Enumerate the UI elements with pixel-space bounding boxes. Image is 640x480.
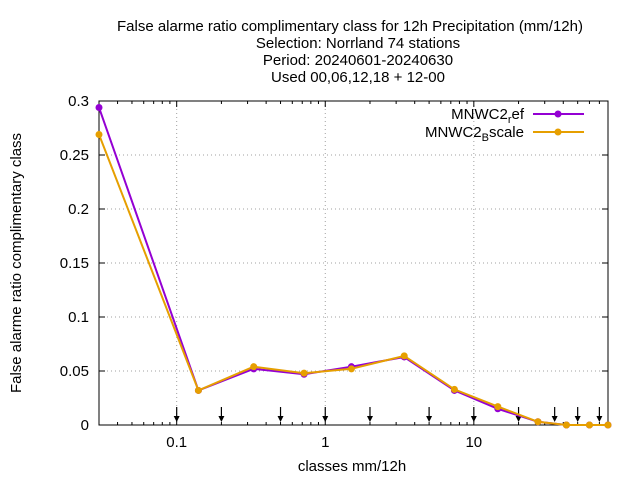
y-tick-label: 0.2	[68, 201, 89, 218]
x-tick-label: 1	[321, 434, 329, 451]
y-tick-label: 0.15	[60, 255, 89, 272]
class-marker-arrowhead	[470, 416, 477, 422]
class-marker-arrowhead	[551, 416, 558, 422]
y-tick-label: 0.25	[60, 147, 89, 164]
y-tick-label: 0	[81, 417, 89, 434]
class-marker-arrowhead	[596, 416, 603, 422]
class-markers	[173, 407, 603, 422]
y-axis-label: False alarme ratio complimentary class	[8, 133, 25, 393]
x-tick-label: 0.1	[166, 434, 187, 451]
y-tick-label: 0.1	[68, 309, 89, 326]
chart-title: False alarme ratio complimentary class f…	[117, 18, 583, 86]
class-marker-arrowhead	[515, 416, 522, 422]
legend-label-2: MNWC2Bscale	[425, 124, 524, 144]
x-axis-label: classes mm/12h	[298, 458, 406, 475]
series-2-point	[534, 418, 542, 426]
class-marker-arrowhead	[218, 416, 225, 422]
x-tick-label: 10	[465, 434, 482, 451]
y-tick-label: 0.3	[68, 93, 89, 110]
legend-label-1: MNWC2ref	[451, 106, 525, 126]
series-2-point	[562, 421, 570, 429]
title-line-2: Selection: Norrland 74 stations	[256, 35, 460, 52]
title-line-4: Used 00,06,12,18 + 12-00	[271, 69, 445, 86]
axes: 0 0.05 0.1 0.15 0.2 0.25 0.3 0.1 1 10	[60, 93, 609, 451]
series-2-point	[494, 403, 502, 411]
class-marker-arrowhead	[322, 416, 329, 422]
class-marker-arrowhead	[426, 416, 433, 422]
legend-marker-1	[554, 110, 562, 118]
series-2-point	[585, 421, 593, 429]
series-1-point	[95, 103, 103, 111]
series-2-point	[194, 386, 202, 394]
series-2-point	[347, 365, 355, 373]
series-2-point	[250, 363, 258, 371]
series-2-point	[300, 369, 308, 377]
plot-border	[98, 100, 609, 426]
title-line-3: Period: 20240601-20240630	[263, 52, 453, 69]
class-marker-arrowhead	[574, 416, 581, 422]
class-marker-arrowhead	[173, 416, 180, 422]
series-layer	[95, 103, 612, 429]
series-2-point	[604, 421, 612, 429]
legend-marker-2	[554, 128, 562, 136]
title-line-1: False alarme ratio complimentary class f…	[117, 18, 583, 35]
series-2-point	[450, 385, 458, 393]
series-line-2	[98, 134, 608, 426]
y-tick-label: 0.05	[60, 363, 89, 380]
grid	[99, 101, 608, 425]
series-2-point	[400, 352, 408, 360]
series-2-point	[95, 130, 103, 138]
class-marker-arrowhead	[277, 416, 284, 422]
class-marker-arrowhead	[366, 416, 373, 422]
